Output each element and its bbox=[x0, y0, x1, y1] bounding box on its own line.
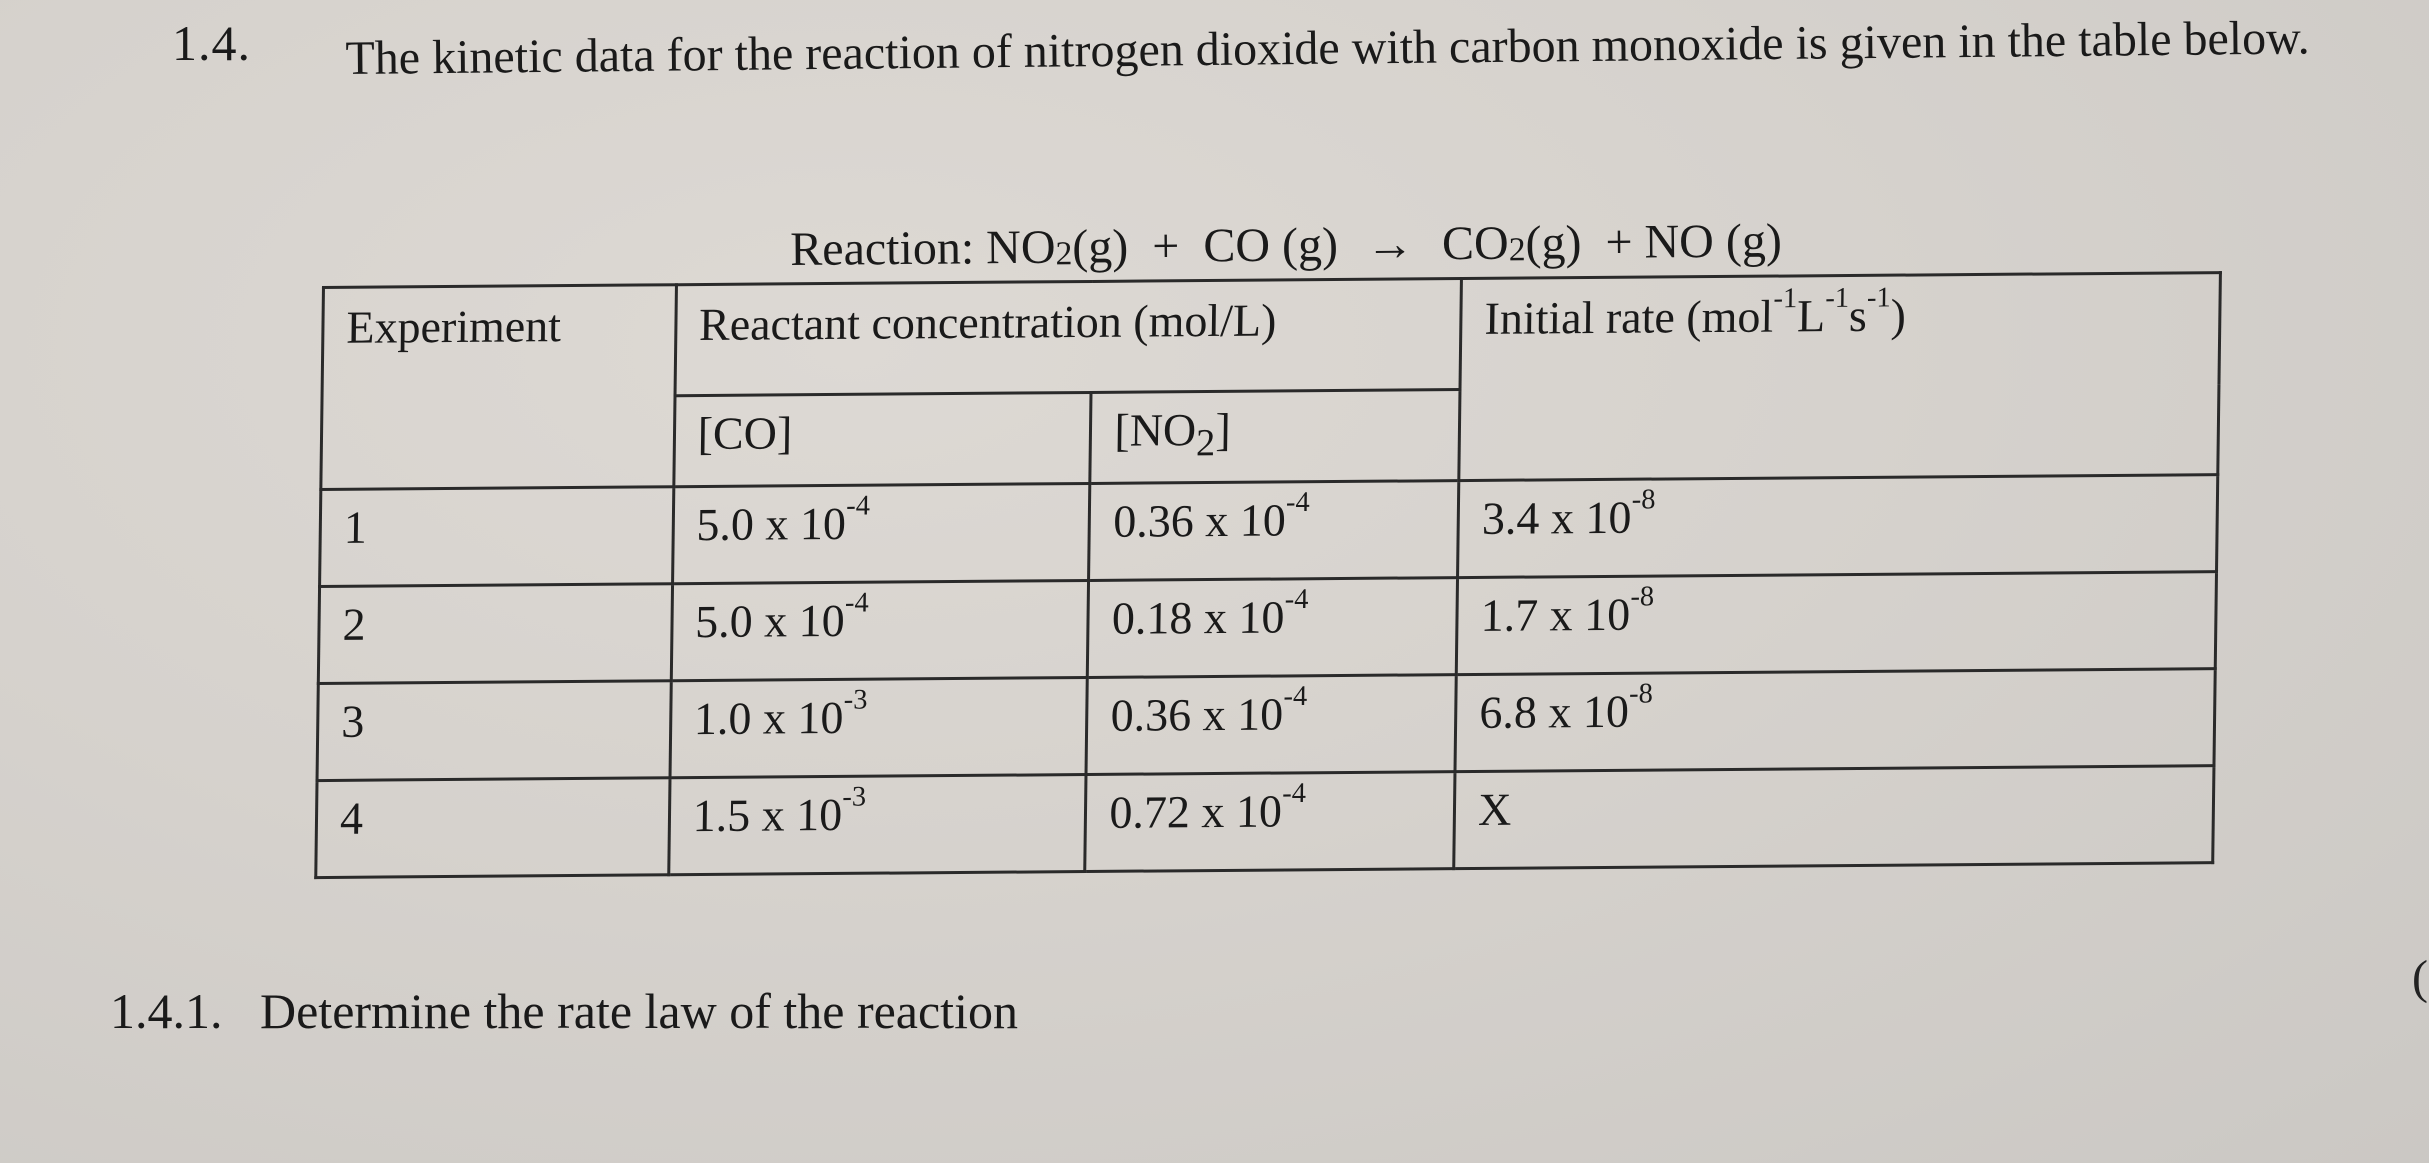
no2-base: 0.72 x 10 bbox=[1109, 785, 1283, 838]
no2-base: 0.18 x 10 bbox=[1111, 591, 1285, 644]
header-initial-rate: Initial rate (mol-1L-1s-1) bbox=[1458, 272, 2221, 481]
rate-unit-s: s bbox=[1848, 289, 1868, 342]
rate-exponent: -1 bbox=[1773, 283, 1798, 315]
reaction-prefix: Reaction: bbox=[790, 221, 987, 276]
sub-question: 1.4.1. Determine the rate law of the rea… bbox=[110, 982, 1018, 1040]
cell-experiment: 2 bbox=[318, 583, 673, 684]
no2-base: 0.36 x 10 bbox=[1112, 494, 1287, 547]
kinetic-data-table: Experiment Reactant concentration (mol/L… bbox=[314, 271, 2222, 879]
reactant-no2-state: (g) bbox=[1072, 220, 1129, 274]
rate-exponent: -1 bbox=[1866, 282, 1891, 314]
reaction-equation: Reaction: NO2(g) + CO (g) → CO2(g) + NO … bbox=[790, 213, 1782, 277]
cell-no2: 0.18 x 10-4 bbox=[1087, 577, 1458, 678]
question-text: The kinetic data for the reaction of nit… bbox=[345, 11, 2310, 85]
cell-experiment: 1 bbox=[319, 486, 674, 587]
table-row: 2 5.0 x 10-4 0.18 x 10-4 1.7 x 10-8 bbox=[318, 571, 2217, 684]
table-row: 1 5.0 x 10-4 0.36 x 10-4 3.4 x 10-8 bbox=[319, 474, 2218, 587]
cell-co: 1.5 x 10-3 bbox=[668, 774, 1087, 875]
cell-rate: 6.8 x 10-8 bbox=[1455, 668, 2216, 772]
rate-base: X bbox=[1477, 783, 1512, 835]
sub-question-number: 1.4.1. bbox=[110, 983, 223, 1039]
cell-co: 5.0 x 10-4 bbox=[670, 580, 1090, 681]
cell-experiment: 4 bbox=[315, 777, 670, 878]
co-exponent: -4 bbox=[846, 490, 871, 522]
table-row: 4 1.5 x 10-3 0.72 x 10-4 X bbox=[315, 765, 2214, 878]
cell-no2: 0.36 x 10-4 bbox=[1089, 480, 1459, 581]
product-no: NO (g) bbox=[1644, 214, 1783, 269]
co-base: 1.0 x 10 bbox=[693, 691, 844, 745]
co-exponent: -4 bbox=[844, 587, 869, 619]
no2-exponent: -4 bbox=[1283, 681, 1308, 713]
sub-question-text: Determine the rate law of the reaction bbox=[260, 983, 1018, 1039]
cell-no2: 0.36 x 10-4 bbox=[1086, 674, 1457, 775]
co-exponent: -3 bbox=[843, 684, 868, 716]
table-row: 3 1.0 x 10-3 0.36 x 10-4 6.8 x 10-8 bbox=[317, 668, 2216, 781]
rate-unit-L: L bbox=[1796, 290, 1826, 342]
no2-close: ] bbox=[1215, 403, 1232, 455]
co-base: 5.0 x 10 bbox=[694, 594, 846, 648]
product-co2: CO bbox=[1441, 216, 1509, 271]
cell-co: 5.0 x 10-4 bbox=[672, 483, 1091, 584]
rate-base: 6.8 x 10 bbox=[1479, 685, 1630, 738]
rate-close: ) bbox=[1890, 289, 1907, 341]
rate-exponent: -8 bbox=[1630, 581, 1655, 613]
rate-base: 1.7 x 10 bbox=[1480, 588, 1631, 641]
no2-subscript: 2 bbox=[1195, 422, 1216, 465]
rate-exponent: -1 bbox=[1825, 282, 1850, 314]
co-exponent: -3 bbox=[842, 781, 867, 813]
question-number: 1.4. bbox=[172, 15, 251, 71]
no2-exponent: -4 bbox=[1284, 584, 1309, 616]
plus-sign: + bbox=[1152, 219, 1180, 273]
header-co: [CO] bbox=[673, 392, 1092, 487]
co-base: 5.0 x 10 bbox=[696, 497, 847, 551]
reactant-co: CO (g) bbox=[1203, 218, 1339, 273]
reactant-no2-subscript: 2 bbox=[1055, 235, 1073, 273]
cell-rate: X bbox=[1453, 765, 2214, 869]
header-reactant-concentration: Reactant concentration (mol/L) bbox=[674, 278, 1462, 396]
rate-exponent: -8 bbox=[1631, 484, 1656, 516]
cell-experiment: 3 bbox=[317, 680, 671, 781]
no2-open: [NO bbox=[1114, 404, 1197, 456]
header-no2: [NO2] bbox=[1090, 389, 1461, 484]
reactant-no2: NO bbox=[985, 220, 1056, 275]
plus-sign: + bbox=[1605, 215, 1633, 269]
product-co2-state: (g) bbox=[1525, 216, 1582, 270]
reaction-arrow-icon: → bbox=[1365, 217, 1415, 271]
no2-exponent: -4 bbox=[1285, 487, 1310, 519]
rate-base: 3.4 x 10 bbox=[1481, 491, 1632, 544]
rate-exponent: -8 bbox=[1628, 678, 1654, 710]
table-header-row: Experiment Reactant concentration (mol/L… bbox=[320, 272, 2221, 490]
margin-bracket: ( bbox=[2412, 951, 2428, 1004]
co-base: 1.5 x 10 bbox=[692, 788, 843, 842]
cell-rate: 3.4 x 10-8 bbox=[1457, 474, 2218, 578]
product-co2-subscript: 2 bbox=[1508, 231, 1526, 269]
cell-rate: 1.7 x 10-8 bbox=[1456, 571, 2217, 675]
no2-exponent: -4 bbox=[1281, 778, 1307, 810]
rate-label: Initial rate (mol bbox=[1484, 290, 1774, 344]
header-experiment: Experiment bbox=[320, 284, 677, 490]
no2-base: 0.36 x 10 bbox=[1110, 688, 1284, 741]
cell-co: 1.0 x 10-3 bbox=[669, 677, 1088, 778]
cell-no2: 0.72 x 10-4 bbox=[1085, 771, 1456, 872]
